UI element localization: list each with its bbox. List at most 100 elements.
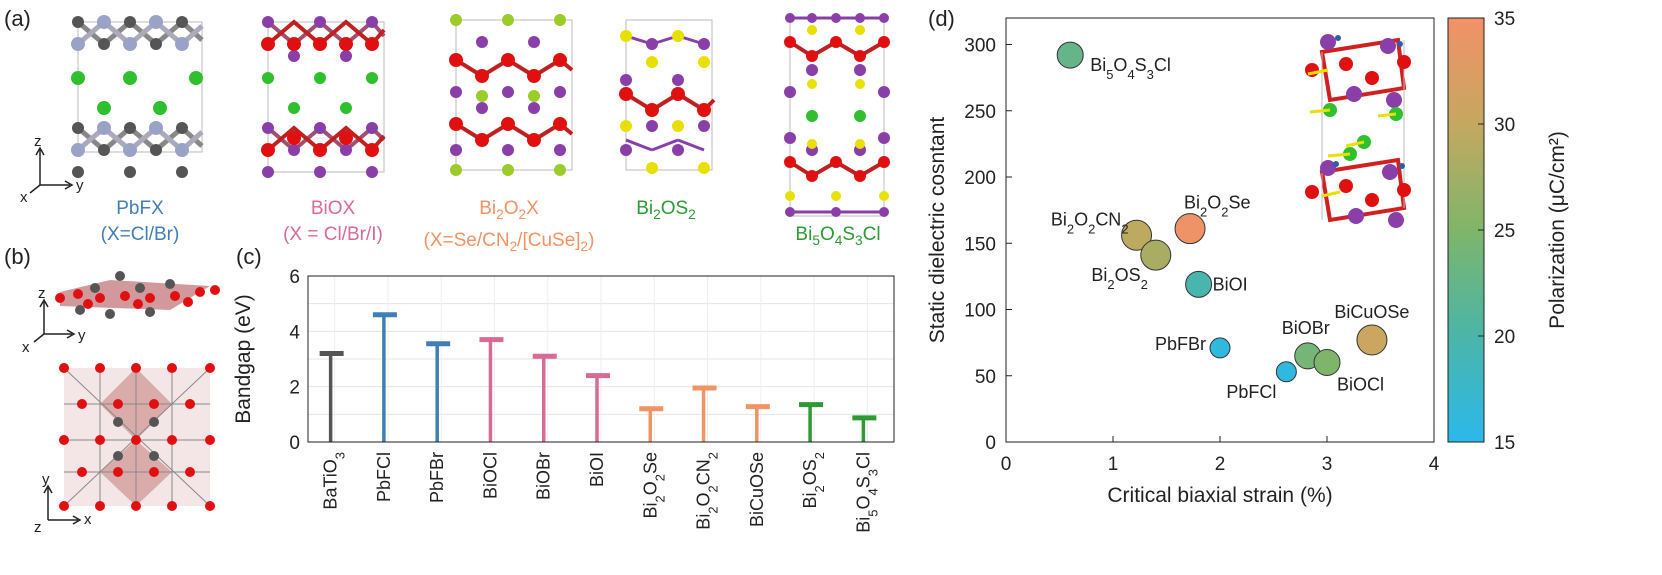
bandgap-grid — [308, 275, 894, 443]
bandgap-xtick: Bi2OS2 — [800, 452, 827, 508]
dielectric-point — [1174, 213, 1206, 245]
panel-letter-a: (a) — [4, 6, 31, 31]
axis-a-z: z — [34, 133, 42, 150]
bandgap-yticks: 0 2 4 6 — [289, 267, 300, 454]
label-biox: BiOX (X = Cl/Br/I) — [270, 196, 396, 248]
colorbar-tick: 25 — [1494, 221, 1515, 242]
dielectric-point — [1056, 41, 1084, 69]
axis-b1-z: z — [38, 285, 46, 302]
axis-b2-y: y — [42, 471, 50, 488]
pbfx-structure — [71, 15, 204, 178]
dielectric-point-label: BiOI — [1213, 274, 1248, 294]
colorbar-tick: 30 — [1494, 115, 1515, 136]
slab-top-view — [59, 363, 215, 511]
dielectric-point — [1140, 239, 1172, 271]
bandgap-ylabel: Bandgap (eV) — [232, 294, 255, 424]
bandgap-xtick: BiOCl — [480, 452, 500, 499]
label-pbfx-name: PbFX — [116, 198, 164, 219]
colorbar-tick: 20 — [1494, 327, 1515, 348]
label-biox-sub: (X = Cl/Br/I) — [283, 224, 383, 245]
dielectric-chart: 0 50 100 150 200 250 300 0 1 2 3 4 Bi5O4S3Cl Bi2O2C… — [926, 9, 1569, 507]
colorbar-label: Polarization (μC/cm²) — [1546, 131, 1569, 329]
panel-b-figures: z y x y x z — [22, 271, 220, 536]
dielectric-points: Bi5O4S3Cl Bi2O2CN2 Bi2OS2 Bi2O2Se BiOI PbFBr P… — [1051, 41, 1409, 402]
bandgap-xtick: BiOI — [587, 452, 607, 487]
label-bi2o2x-name: Bi2O2X — [479, 198, 539, 222]
dielectric-point-label: Bi2OS2 — [1091, 265, 1147, 292]
bandgap-chart: 0 2 4 6 BaTiO3 PbFCl PbFBr BiOCl BiOBr BiOI Bi2O2… — [232, 267, 895, 533]
dielectric-ylabel: Static dielectric cosntant — [926, 117, 949, 344]
dielectric-ytick: 200 — [964, 168, 996, 189]
bi2o2x-structure — [449, 14, 574, 176]
dielectric-point — [1356, 324, 1388, 356]
dielectric-xtick: 3 — [1322, 454, 1333, 475]
axis-b2-z: z — [34, 519, 42, 536]
bi2os2-structure — [619, 19, 716, 174]
colorbar-tick: 35 — [1494, 9, 1515, 30]
dielectric-point-label: BiCuOSe — [1334, 302, 1409, 322]
dielectric-point — [1121, 219, 1153, 251]
dielectric-yticks: 0 50 100 150 200 250 300 — [964, 36, 1012, 454]
panel-letter-b: (b) — [4, 244, 31, 269]
label-pbfx-sub: (X=Cl/Br) — [100, 224, 180, 245]
colorbar-tick: 15 — [1494, 433, 1515, 454]
inset-structure — [1305, 34, 1411, 228]
axes-indicator-a — [29, 146, 74, 194]
bandgap-xtick: BiCuOSe — [747, 452, 767, 527]
axis-a-x: x — [20, 189, 28, 206]
dielectric-point-label: Bi2O2Se — [1184, 193, 1251, 220]
bandgap-ytick: 6 — [289, 267, 300, 288]
dielectric-xlabel: Critical biaxial strain (%) — [1107, 484, 1332, 507]
bandgap-ytick: 2 — [289, 378, 300, 399]
dielectric-ytick: 250 — [964, 102, 996, 123]
dielectric-xtick: 0 — [1001, 454, 1012, 475]
dielectric-point — [1275, 361, 1297, 383]
dielectric-ytick: 300 — [964, 36, 996, 57]
axis-b2-x: x — [84, 511, 92, 528]
dielectric-point-label: PbFCl — [1226, 382, 1276, 402]
label-bi2o2x-sub: (X=Se/CN2/[CuSe]2) — [423, 229, 595, 254]
label-pbfx: PbFX (X=Cl/Br) — [88, 196, 192, 248]
dielectric-point — [1313, 349, 1341, 376]
bandgap-xtick: BaTiO3 — [321, 452, 348, 510]
bandgap-ytick: 0 — [289, 433, 300, 454]
bandgap-ytick: 4 — [289, 322, 300, 343]
bandgap-bars — [319, 312, 877, 442]
bandgap-frame — [307, 275, 895, 443]
dielectric-ytick: 100 — [964, 301, 996, 322]
bi5o4s3cl-structure — [784, 13, 890, 217]
dielectric-point — [1209, 337, 1231, 359]
panel-letter-d: (d) — [928, 6, 955, 31]
axis-a-y: y — [76, 177, 84, 194]
panel-letter-c: (c) — [236, 244, 262, 269]
dielectric-ytick: 150 — [964, 234, 996, 255]
axis-b1-y: y — [78, 327, 86, 344]
bandgap-xtick: Bi2O2CN2 — [694, 452, 721, 530]
dielectric-xtick: 2 — [1215, 454, 1226, 475]
bandgap-xtick: Bi2O2Se — [640, 452, 667, 519]
slab-side-view — [55, 271, 220, 319]
label-bi2o2x: Bi2O2X (X=Se/CN2/[CuSe]2) — [414, 196, 604, 260]
label-bi2os2-name: Bi2OS2 — [636, 198, 696, 222]
structure-figures: z y x — [20, 13, 890, 217]
axes-indicator-b1 — [33, 298, 76, 343]
dielectric-point-label: Bi2O2CN2 — [1051, 209, 1129, 236]
dielectric-point-label: BiOBr — [1282, 318, 1330, 338]
dielectric-point — [1185, 270, 1213, 298]
dielectric-ytick: 0 — [985, 433, 996, 454]
bandgap-xtick: PbFCl — [374, 452, 394, 502]
dielectric-xtick: 4 — [1429, 454, 1440, 475]
dielectric-point-label: BiOCl — [1337, 375, 1384, 395]
label-bi5o4s3cl: Bi5O4S3Cl — [776, 222, 900, 254]
bandgap-xtick: Bi5O4S3Cl — [853, 452, 880, 533]
axes-indicator-b2 — [43, 484, 82, 525]
label-bi2os2: Bi2OS2 — [626, 196, 706, 228]
bandgap-xtick: BiOBr — [534, 452, 554, 500]
dielectric-xtick: 1 — [1108, 454, 1119, 475]
dielectric-frame — [1005, 17, 1435, 443]
bandgap-xticks: BaTiO3 PbFCl PbFBr BiOCl BiOBr BiOI Bi2O2Se Bi2… — [321, 452, 880, 533]
biox-structure — [261, 16, 386, 178]
bandgap-xtick: PbFBr — [427, 452, 447, 503]
label-biox-name: BiOX — [310, 198, 356, 219]
axis-b1-x: x — [22, 339, 30, 356]
